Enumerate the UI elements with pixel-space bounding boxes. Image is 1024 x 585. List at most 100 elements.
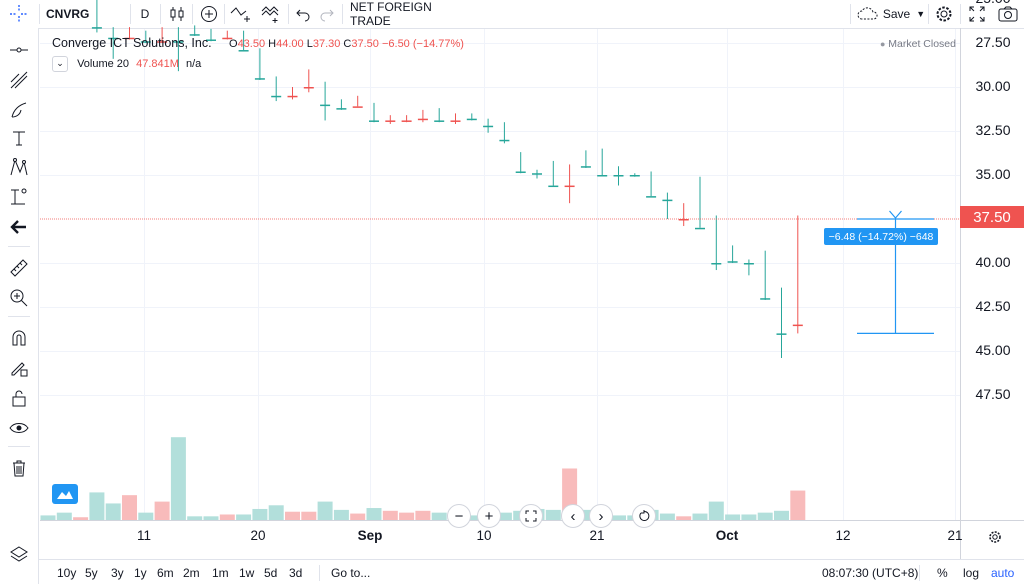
undo-icon[interactable]	[292, 0, 314, 28]
unlock-icon[interactable]	[5, 386, 33, 410]
log-toggle[interactable]: log	[963, 565, 980, 580]
candle-body	[629, 175, 640, 177]
candle-body	[124, 37, 135, 40]
volume-bar	[219, 514, 235, 520]
camera-icon[interactable]	[994, 0, 1022, 28]
bottom-toolbar: 10y 5y 3y 1y 6m 2m 1m 1w 5d 3d Go to... 08:07:30 …	[39, 559, 1024, 585]
collapse-chevron-icon[interactable]: ⌄	[52, 56, 68, 72]
candle-body	[91, 27, 102, 29]
range-button[interactable]: 2m	[183, 565, 200, 580]
volume-bar	[187, 516, 203, 520]
candle-body	[254, 78, 265, 80]
candle-body	[287, 95, 298, 98]
volume-value: 47.841M	[136, 57, 179, 70]
scroll-left-button[interactable]: ‹	[561, 504, 585, 528]
symbol-search[interactable]: CNVRG	[46, 7, 90, 21]
time-tick-label: 11	[136, 528, 152, 543]
candle-body	[466, 118, 477, 121]
open-value: 43.50	[237, 38, 266, 50]
redo-icon[interactable]	[316, 0, 338, 28]
current-price-label: 37.50	[960, 206, 1024, 228]
chevron-down-icon: ▼	[916, 9, 926, 19]
range-button[interactable]: 6m	[157, 565, 174, 580]
back-arrow-icon[interactable]	[5, 215, 33, 239]
market-status: ● Market Closed	[880, 38, 956, 50]
eye-icon[interactable]	[5, 416, 33, 440]
range-button[interactable]: 3y	[111, 565, 124, 580]
candle-body	[303, 87, 314, 89]
auto-toggle[interactable]: auto	[991, 565, 1015, 580]
volume-legend: ⌄ Volume 20 47.841M n/a	[52, 56, 201, 72]
indicator-name-button[interactable]: NET FOREIGN TRADE	[350, 0, 432, 28]
drawing-toolbar	[0, 28, 39, 584]
zoom-in-button[interactable]: +	[477, 504, 501, 528]
candle-body	[271, 95, 282, 98]
percent-toggle[interactable]: %	[937, 565, 948, 580]
trash-icon[interactable]	[5, 456, 33, 480]
zoom-in-icon[interactable]	[5, 286, 33, 310]
interval-button[interactable]: D	[140, 7, 150, 21]
volume-bar	[464, 515, 480, 520]
time-tick-label: 20	[250, 528, 266, 543]
candle-body	[369, 120, 379, 122]
volume-bar	[659, 513, 675, 520]
high-key: H	[268, 38, 277, 50]
volume-bar	[252, 508, 268, 520]
magnet-icon[interactable]	[5, 326, 33, 350]
tradingview-logo-icon[interactable]	[52, 484, 78, 504]
candle-body	[776, 333, 787, 335]
reset-view-button[interactable]	[519, 504, 543, 528]
volume-bar	[350, 513, 366, 520]
candle-body	[320, 104, 331, 107]
compare-add-icon[interactable]	[196, 0, 222, 28]
volume-bar	[708, 501, 724, 520]
range-button[interactable]: 1w	[239, 565, 255, 580]
range-button[interactable]: 1m	[212, 565, 229, 580]
range-button[interactable]: 3d	[289, 565, 303, 580]
range-button[interactable]: 5y	[85, 565, 98, 580]
text-tool-icon[interactable]	[5, 126, 33, 150]
fib-tool-icon[interactable]	[5, 68, 33, 92]
candle-body	[662, 199, 673, 202]
scroll-right-button[interactable]: ›	[589, 504, 613, 528]
zoom-out-button[interactable]: −	[447, 504, 471, 528]
volume-bar	[725, 514, 741, 520]
fullscreen-icon[interactable]	[964, 0, 990, 28]
candle-body	[678, 219, 689, 221]
indicators-icon[interactable]	[228, 0, 254, 28]
layers-icon[interactable]	[5, 542, 33, 566]
candle-body	[206, 39, 216, 41]
lock-drawing-icon[interactable]	[5, 356, 33, 380]
save-button[interactable]: Save ▼	[856, 0, 926, 28]
volume-bar	[122, 495, 137, 520]
brush-icon[interactable]	[5, 98, 33, 122]
gear-icon[interactable]	[932, 0, 956, 28]
range-button[interactable]: 1y	[134, 565, 147, 580]
crosshair-icon[interactable]	[0, 0, 38, 28]
range-button[interactable]: 5d	[264, 565, 278, 580]
range-button[interactable]: 10y	[57, 565, 77, 580]
candle-body	[352, 106, 363, 108]
projection-tool-icon[interactable]	[5, 185, 33, 209]
ruler-icon[interactable]	[5, 256, 33, 280]
candle-body	[417, 118, 428, 121]
price-tick-label: 40.00	[975, 254, 1011, 270]
candle-body	[173, 41, 184, 43]
candle-body	[140, 41, 151, 43]
volume-bar	[496, 512, 512, 520]
price-tick-label: 25.00	[962, 0, 1024, 6]
reset-scale-button[interactable]	[632, 504, 656, 528]
candle-body	[711, 263, 722, 265]
candle-body	[483, 125, 494, 128]
volume-bar	[415, 510, 431, 520]
scale-settings-gear-icon[interactable]	[985, 528, 1005, 546]
goto-button[interactable]: Go to...	[331, 565, 371, 580]
pattern-tool-icon[interactable]	[5, 155, 33, 179]
templates-icon[interactable]	[258, 0, 284, 28]
measure-label: −6.48 (−14.72%) −648	[824, 228, 938, 245]
market-status-label: Market Closed	[888, 38, 956, 50]
horizontal-line-icon[interactable]	[5, 38, 33, 62]
ohlc-values: O43.50 H44.00 L37.30 C37.50 −6.50 (−14.7…	[229, 38, 464, 50]
candles-icon[interactable]	[164, 0, 190, 28]
